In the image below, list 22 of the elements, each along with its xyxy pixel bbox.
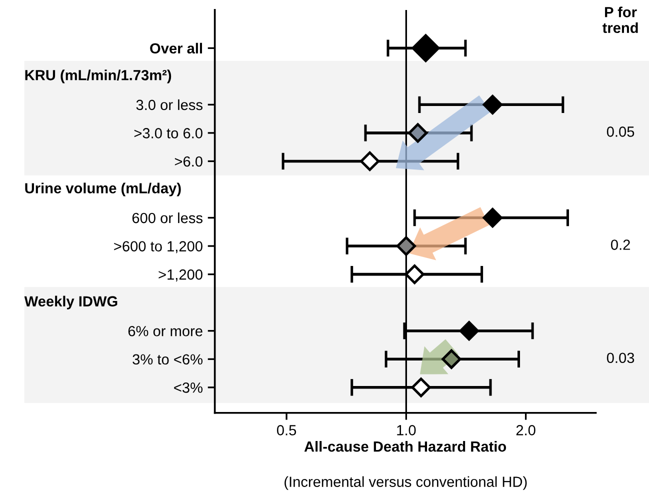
- y-tick-label: Over all: [150, 42, 202, 54]
- x-tick-label: 1.0: [397, 425, 416, 436]
- text: (Incremental versus conventional HD): [284, 476, 527, 490]
- y-tick-label: <3%: [174, 382, 202, 393]
- y-tick-label: 6% or more: [128, 326, 202, 336]
- text: KRU (mL/min/1.73m²): [25, 70, 172, 84]
- x-axis-title: All-cause Death Hazard Ratio: [304, 441, 506, 452]
- text: 0.03: [606, 352, 634, 364]
- x-tick-label: 2.0: [516, 425, 536, 436]
- y-tick-label: 3% to <6%: [132, 354, 202, 365]
- y-tick-label: >1,200: [158, 269, 202, 282]
- y-tick-label: 3.0 or less: [136, 99, 202, 110]
- y-tick-label: >600 to 1,200: [114, 241, 202, 254]
- text: Urine volume (mL/day): [25, 182, 181, 196]
- y-tick-label: >6.0: [174, 156, 202, 167]
- y-tick-label: 600 or less: [132, 212, 202, 224]
- x-tick-label: 0.5: [276, 425, 296, 436]
- text: Weekly IDWG: [24, 296, 118, 310]
- text: 0.05: [606, 126, 634, 137]
- y-tick-label: >3.0 to 6.0: [134, 128, 202, 138]
- text: P for trend: [602, 6, 638, 34]
- text: 0.2: [610, 240, 630, 250]
